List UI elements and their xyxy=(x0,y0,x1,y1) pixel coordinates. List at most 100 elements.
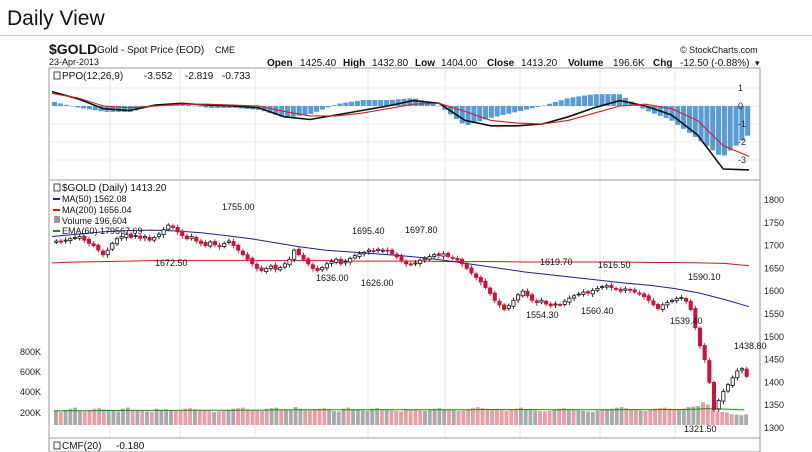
price-annotation: 1755.00 xyxy=(222,202,255,212)
ppo-histogram-bar xyxy=(512,106,518,113)
candle-body xyxy=(558,304,563,306)
volume-bar xyxy=(552,409,557,425)
volume-bar xyxy=(423,410,427,425)
candle-body xyxy=(138,235,143,239)
volume-bar xyxy=(494,409,499,425)
candle-body xyxy=(166,224,171,230)
volume-bar xyxy=(231,408,236,425)
volume-bar xyxy=(73,407,78,425)
volume-bar xyxy=(264,408,269,425)
volume-bar xyxy=(77,410,82,425)
volume-bar xyxy=(236,408,241,425)
volume-bar xyxy=(662,407,667,425)
candle-body xyxy=(119,236,124,239)
ppo-histogram-bar xyxy=(646,106,652,112)
candle-body xyxy=(730,377,735,386)
candle-body xyxy=(670,299,675,303)
candle-body xyxy=(194,236,199,242)
ppo-histogram-bar xyxy=(413,98,419,106)
ppo-histogram-bar xyxy=(360,100,366,106)
volume-bar xyxy=(413,409,418,425)
ppo-histogram-bar xyxy=(576,96,582,106)
ppo-histogram-bar xyxy=(459,106,465,124)
candle-body xyxy=(343,261,348,264)
candle-body xyxy=(324,263,329,269)
candle-body xyxy=(744,368,749,377)
ppo-histogram-bar xyxy=(296,106,302,116)
ppo-histogram-bar xyxy=(331,105,337,106)
volume-bar xyxy=(605,409,610,425)
volume-bar xyxy=(188,408,193,425)
ppo-histogram-bar xyxy=(98,106,104,112)
candle-body xyxy=(254,263,259,269)
candle-body xyxy=(114,238,120,245)
price-annotation: 1438.80 xyxy=(734,341,767,351)
candle-body xyxy=(432,254,437,257)
ppo-histogram-bar xyxy=(232,106,238,109)
price-y-tick: 1450 xyxy=(764,355,784,365)
ppo-histogram-bar xyxy=(739,106,745,141)
ppo-histogram-bar xyxy=(483,106,489,120)
page-title: Daily View xyxy=(7,7,105,30)
candle-body xyxy=(721,391,726,402)
candle-body xyxy=(688,300,693,310)
volume-bar xyxy=(140,410,145,425)
volume-bar xyxy=(475,407,480,425)
candle-body xyxy=(180,230,185,236)
ppo-histogram-bar xyxy=(733,106,739,146)
ppo-histogram-bar xyxy=(121,106,127,112)
ppo-histogram-bar xyxy=(634,105,640,106)
volume-bar xyxy=(418,410,423,425)
ppo-histogram-bar xyxy=(587,94,593,106)
volume-bar xyxy=(384,409,389,425)
volume-bar xyxy=(279,409,284,425)
ppo-histogram-bar xyxy=(366,100,372,106)
candle-body xyxy=(394,253,399,258)
candle-body xyxy=(352,255,357,259)
chg-dropdown-icon[interactable]: ▾ xyxy=(755,58,760,68)
ma200-line xyxy=(51,260,750,267)
volume-bar xyxy=(562,408,566,425)
candle-body xyxy=(632,289,637,293)
ppo-y-tick: 0 xyxy=(738,101,743,111)
candle-body xyxy=(450,257,455,259)
candle-body xyxy=(469,267,474,274)
volume-bar xyxy=(308,410,312,425)
volume-bar xyxy=(207,410,212,425)
volume-bar xyxy=(576,410,581,425)
candle-body xyxy=(152,236,157,241)
candle-body xyxy=(301,254,306,260)
volume-bar xyxy=(725,412,729,425)
volume-bar xyxy=(111,410,116,425)
price-legend: $GOLD (Daily) 1413.20 MA(50) 1562.08 MA(… xyxy=(53,183,167,236)
ppo-histogram-bar xyxy=(226,106,232,108)
ppo-histogram-bar xyxy=(523,106,529,110)
volume-bar xyxy=(87,410,92,425)
ppo-histogram-bar xyxy=(209,106,215,108)
volume-bar xyxy=(586,411,590,425)
volume-bar xyxy=(595,410,600,425)
volume-bar xyxy=(677,409,681,425)
volume-bar xyxy=(542,411,547,425)
candle-body xyxy=(628,288,633,291)
ppo-histogram-bar xyxy=(564,98,570,106)
volume-bar xyxy=(523,409,528,425)
volume-bar xyxy=(293,407,298,425)
candle-body xyxy=(273,264,278,270)
candle-body xyxy=(320,267,325,271)
candle-body xyxy=(413,262,418,265)
volume-bar xyxy=(681,408,686,425)
ppo-legend: PPO(12,26,9) -3.552 -2.819 -0.733 xyxy=(53,71,251,82)
candle-body xyxy=(161,229,166,236)
volume-legend-swatch xyxy=(54,216,60,223)
ppo-histogram-bar xyxy=(477,106,483,122)
ppo-histogram-bar xyxy=(669,106,675,121)
candle-body xyxy=(553,303,558,306)
candle-body xyxy=(581,291,586,295)
candle-body xyxy=(506,305,511,309)
candle-body xyxy=(236,244,241,251)
ohlc-high-label: High xyxy=(343,58,365,69)
candle-body xyxy=(590,289,595,295)
ppo-line xyxy=(51,90,750,171)
volume-bar xyxy=(490,409,495,425)
